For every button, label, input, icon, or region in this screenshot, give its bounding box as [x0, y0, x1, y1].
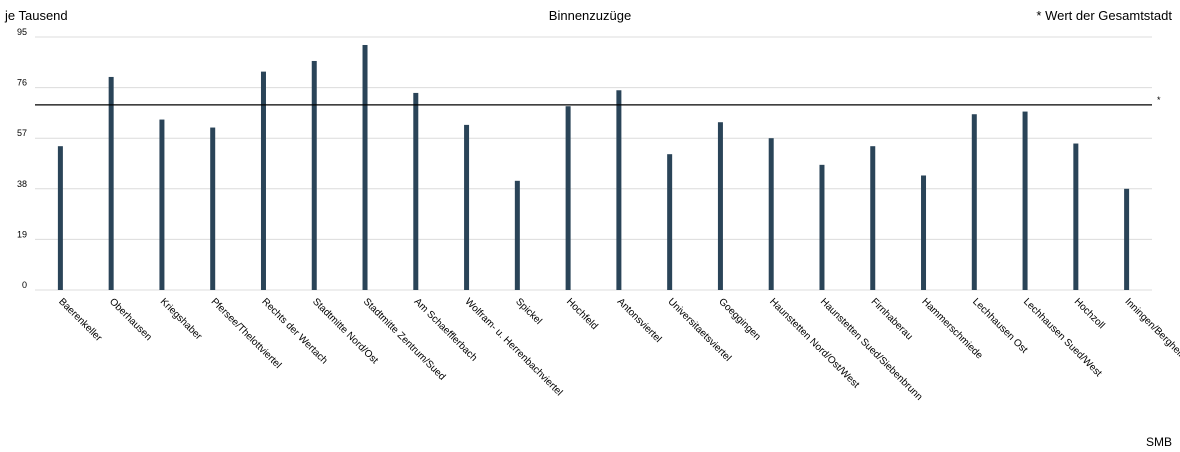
reference-marker: *	[1157, 95, 1161, 105]
bar	[819, 164, 825, 290]
y-tick-label: 19	[17, 229, 27, 239]
bar	[210, 127, 216, 291]
bar	[57, 146, 63, 290]
category-label: Kriegshaber	[158, 296, 204, 342]
y-tick-label: 76	[17, 78, 27, 88]
bar	[616, 90, 622, 291]
category-label: Haunstetten Sued/Siebenbrunn	[818, 296, 924, 402]
category-label: Hochfeld	[564, 296, 600, 332]
bar	[362, 44, 368, 291]
category-label: Spickel	[513, 296, 544, 327]
bar	[514, 180, 520, 290]
bar	[1022, 111, 1028, 290]
bar	[768, 138, 774, 290]
y-tick-label: 0	[22, 280, 27, 290]
chart-title: Binnenzuzüge	[548, 8, 632, 23]
category-label: Goeggingen	[716, 296, 762, 342]
category-label: Inningen/Bergheim	[1122, 296, 1180, 363]
bar	[1124, 188, 1130, 290]
category-label: Antonsviertel	[615, 296, 664, 345]
y-tick-label: 57	[17, 128, 27, 138]
bar	[971, 114, 977, 290]
category-label: Hochzoll	[1072, 296, 1107, 331]
bar	[921, 175, 927, 290]
category-label: Firnhaberau	[869, 296, 915, 342]
source-label: SMB	[1145, 435, 1172, 449]
y-axis-unit-label: je Tausend	[5, 8, 68, 23]
bar	[667, 154, 673, 290]
bar	[108, 76, 114, 291]
y-tick-label: 38	[17, 179, 27, 189]
reference-note: * Wert der Gesamtstadt	[1036, 8, 1172, 23]
bar	[1073, 143, 1079, 290]
bar	[311, 60, 317, 291]
bar	[413, 92, 419, 290]
bar	[717, 122, 723, 290]
bar	[464, 124, 470, 290]
bar	[159, 119, 165, 290]
y-tick-label: 95	[17, 27, 27, 37]
category-label: Lechhausen Ost	[970, 296, 1029, 355]
bar	[565, 106, 571, 291]
category-label: Stadtmitte Zentrum/Sued	[361, 296, 447, 382]
category-label: Baerenkeller	[56, 296, 104, 344]
category-label: Haunstetten Nord/Ost/West	[767, 296, 861, 390]
category-label: Wolfram- u. Herrenbachviertel	[462, 296, 564, 398]
bar	[870, 146, 876, 290]
category-label: Oberhausen	[107, 296, 154, 343]
bar	[260, 71, 266, 290]
